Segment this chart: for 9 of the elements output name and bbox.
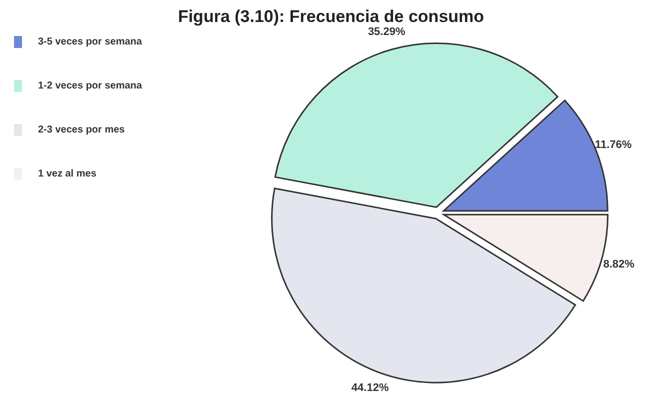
- chart-title: Figura (3.10): Frecuencia de consumo: [178, 7, 484, 26]
- data-label: 8.82%: [603, 258, 635, 270]
- legend-label: 1-2 veces por semana: [38, 80, 142, 92]
- data-label: 11.76%: [594, 139, 632, 152]
- legend-label: 1 vez al mes: [38, 168, 97, 180]
- data-label: 35.29%: [368, 26, 406, 38]
- data-label: 44.12%: [351, 382, 389, 394]
- legend-label: 3-5 veces por semana: [38, 36, 142, 48]
- legend-label: 2-3 veces por mes: [38, 124, 126, 136]
